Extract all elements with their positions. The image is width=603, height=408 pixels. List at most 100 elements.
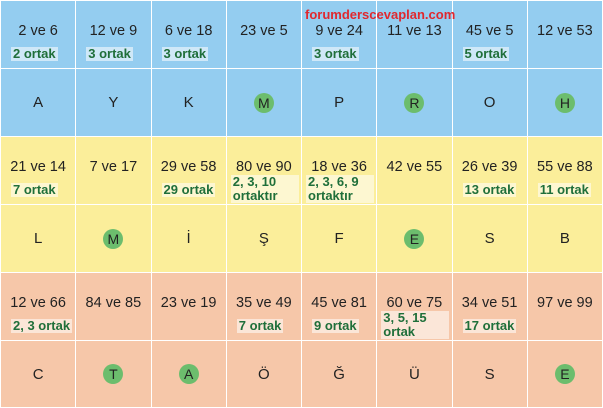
letter-cell: Ş <box>225 204 303 273</box>
letter: S <box>484 230 495 247</box>
common-factor-note: 9 ortak <box>312 318 359 333</box>
pair-row: 12 ve 66 2, 3 ortak 84 ve 85 23 ve 19 35 ve … <box>0 272 603 341</box>
pair-cell: 12 ve 9 3 ortak <box>75 0 152 69</box>
number-pair: 84 ve 85 <box>85 295 142 311</box>
letter-cell: M <box>75 204 152 273</box>
number-pair: 42 ve 55 <box>386 159 443 175</box>
letter-cell: L <box>0 204 77 273</box>
letter-cell: P <box>300 68 378 137</box>
letter: Y <box>108 94 119 111</box>
common-factor-note: 2, 3 ortak <box>11 318 73 333</box>
pair-cell: 80 ve 90 2, 3, 10 ortaktır <box>225 136 303 205</box>
letter-cell: A <box>150 340 227 408</box>
pair-row: 2 ve 6 2 ortak 12 ve 9 3 ortak 6 ve 18 3 orta… <box>0 0 603 69</box>
number-pair: 18 ve 36 <box>311 159 367 175</box>
pair-cell: 23 ve 5 <box>225 0 303 69</box>
number-pair: 6 ve 18 <box>164 23 213 39</box>
letter-cell: F <box>300 204 378 273</box>
number-pair: 12 ve 53 <box>537 23 593 39</box>
common-factor-note: 3 ortak <box>161 46 209 61</box>
letter-cell: Ü <box>376 340 453 408</box>
number-pair: 7 ve 17 <box>89 159 138 175</box>
common-factor-note: 11 ortak <box>537 182 591 197</box>
letter: L <box>33 230 43 247</box>
letter-cell: H <box>526 68 603 137</box>
common-factor-note: 29 ortak <box>161 182 216 197</box>
circled-letter: E <box>554 364 575 384</box>
letter: C <box>32 365 44 383</box>
pair-cell: 45 ve 81 9 ortak <box>300 272 378 341</box>
common-factor-note: 3, 5, 15 ortak <box>381 311 450 339</box>
letter: K <box>183 94 194 111</box>
number-pair: 55 ve 88 <box>537 159 593 175</box>
number-pair: 9 ve 24 <box>315 23 363 39</box>
common-factor-note: 2, 3, 10 ortaktır <box>230 175 299 203</box>
letter: F <box>334 230 344 247</box>
number-pair: 29 ve 58 <box>160 159 217 175</box>
letter-cell: R <box>376 68 453 137</box>
watermark: forumderscevaplan.com <box>305 7 456 22</box>
number-pair: 23 ve 5 <box>240 23 288 39</box>
letter-cell: A <box>0 68 77 137</box>
pair-cell: 97 ve 99 <box>526 272 603 341</box>
letter-cell: M <box>225 68 303 137</box>
letter-cell: C <box>0 340 77 408</box>
circled-letter: R <box>404 92 425 113</box>
pair-row: 21 ve 14 7 ortak 7 ve 17 29 ve 58 29 ortak 80… <box>0 136 603 205</box>
number-pair: 45 ve 81 <box>311 295 367 311</box>
pair-cell: 12 ve 53 <box>526 0 603 69</box>
circled-letter: M <box>103 228 124 249</box>
pair-cell: 84 ve 85 <box>75 272 152 341</box>
pair-cell: 29 ve 58 29 ortak <box>150 136 227 205</box>
number-pair: 12 ve 66 <box>10 295 66 311</box>
number-pair: 97 ve 99 <box>537 295 593 311</box>
common-factor-note: 2, 3, 6, 9 ortaktır <box>306 175 374 203</box>
circled-letter: H <box>554 92 575 113</box>
common-factor-note: 3 ortak <box>86 46 133 61</box>
letter: Ö <box>258 365 270 383</box>
letter-cell: Ö <box>225 340 303 408</box>
pair-cell: 45 ve 5 5 ortak <box>451 0 528 69</box>
letter-cell: B <box>526 204 603 273</box>
common-factor-note: 3 ortak <box>312 46 359 61</box>
number-pair: 60 ve 75 <box>386 295 443 311</box>
common-factor-note: 7 ortak <box>236 318 284 333</box>
letter: O <box>483 94 496 111</box>
common-factor-note: 7 ortak <box>11 182 58 197</box>
letter-cell: İ <box>150 204 227 273</box>
common-factor-note: 17 ortak <box>462 318 517 333</box>
pair-cell: 35 ve 49 7 ortak <box>225 272 303 341</box>
letter: Ü <box>408 365 420 383</box>
letter-cell: S <box>451 340 528 408</box>
pair-cell: 9 ve 24 3 ortak <box>300 0 378 69</box>
pair-cell: 11 ve 13 <box>376 0 453 69</box>
number-pair: 34 ve 51 <box>461 295 518 311</box>
letter: Ş <box>258 230 269 247</box>
letter: P <box>334 94 345 111</box>
number-pair: 26 ve 39 <box>461 159 518 175</box>
pair-cell: 23 ve 19 <box>150 272 227 341</box>
common-factor-note: 2 ortak <box>11 46 58 61</box>
letter-cell: E <box>376 204 453 273</box>
number-pair: 12 ve 9 <box>89 23 138 39</box>
letter: A <box>33 94 44 111</box>
pair-cell: 7 ve 17 <box>75 136 152 205</box>
number-pair: 21 ve 14 <box>10 159 66 175</box>
pair-cell: 6 ve 18 3 ortak <box>150 0 227 69</box>
letter-cell: K <box>150 68 227 137</box>
pair-cell: 55 ve 88 11 ortak <box>526 136 603 205</box>
letter: S <box>484 365 495 383</box>
number-pair: 23 ve 19 <box>160 295 217 311</box>
circled-letter: T <box>103 364 124 384</box>
circled-letter: E <box>404 228 425 249</box>
letter: İ <box>186 230 191 247</box>
pair-cell: 60 ve 75 3, 5, 15 ortak <box>376 272 453 341</box>
circled-letter: A <box>178 364 199 384</box>
common-factor-note: 13 ortak <box>462 182 517 197</box>
pair-cell: 42 ve 55 <box>376 136 453 205</box>
pair-cell: 2 ve 6 2 ortak <box>0 0 77 69</box>
letter-cell: O <box>451 68 528 137</box>
